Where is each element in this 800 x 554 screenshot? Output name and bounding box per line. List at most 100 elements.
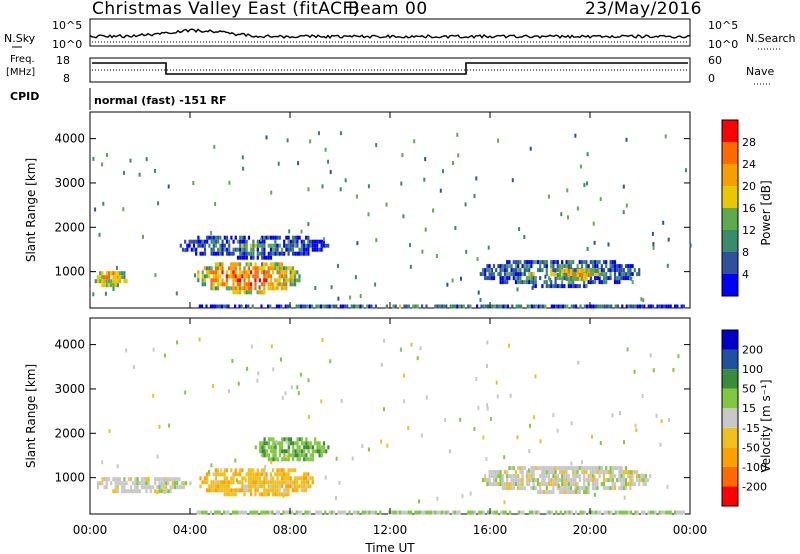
echo-cell: [245, 472, 248, 477]
echo-cell: [465, 249, 468, 254]
echo-cell: [629, 470, 632, 475]
echo-cell: [247, 480, 250, 485]
echo-cell: [199, 484, 202, 489]
echo-cell: [656, 304, 659, 309]
echo-cell: [210, 231, 213, 235]
echo-cell: [563, 490, 566, 495]
echo-cell: [225, 274, 228, 279]
echo-cell: [274, 278, 277, 283]
echo-cell: [201, 304, 204, 309]
echo-cell: [689, 243, 692, 248]
echo-cell: [456, 304, 459, 309]
echo-cell: [96, 481, 100, 486]
echo-cell: [252, 480, 255, 485]
echo-cell: [230, 262, 233, 267]
echo-cell: [247, 282, 250, 287]
echo-cell: [583, 273, 586, 277]
echo-cell: [241, 480, 244, 485]
echo-cell: [230, 235, 233, 240]
colorbar-segment: [722, 142, 738, 164]
echo-cell: [210, 266, 213, 271]
echo-cell: [107, 477, 111, 482]
echo-cell: [285, 476, 288, 481]
echo-cell: [232, 270, 235, 275]
colorbar-tick-label: -200: [742, 480, 767, 493]
echo-cell: [618, 478, 621, 483]
echo-cell: [541, 268, 544, 273]
echo-cell: [261, 472, 264, 477]
echo-cell: [291, 488, 294, 493]
echo-cell: [212, 247, 215, 252]
echo-cell: [421, 304, 424, 309]
echo-cell: [572, 478, 575, 483]
echo-cell: [638, 272, 641, 277]
echo-cell: [217, 468, 220, 473]
echo-cell: [321, 338, 324, 343]
echo-cell: [307, 235, 310, 240]
echo-cell: [574, 486, 577, 491]
echo-cell: [570, 510, 573, 515]
echo-cell: [652, 245, 655, 250]
echo-cell: [569, 284, 573, 289]
echo-cell: [305, 247, 308, 252]
echo-cell: [307, 378, 310, 383]
echo-cell: [102, 201, 105, 206]
echo-cell: [529, 146, 532, 151]
echo-cell: [284, 304, 287, 309]
echo-cell: [627, 264, 630, 269]
echo-cell: [630, 276, 633, 281]
echo-cell: [589, 269, 593, 273]
echo-cell: [620, 470, 623, 475]
echo-cell: [484, 276, 487, 281]
echo-cell: [261, 480, 264, 485]
echo-cell: [482, 435, 485, 440]
colorbar-segment: [722, 349, 738, 370]
echo-cell: [252, 484, 255, 489]
echo-cell: [158, 489, 161, 494]
echo-cell: [578, 273, 582, 277]
echo-cell: [118, 275, 122, 280]
echo-cell: [232, 262, 235, 267]
echo-cell: [296, 457, 299, 462]
echo-cell: [574, 474, 577, 479]
echo-cell: [594, 510, 597, 515]
echo-cell: [291, 282, 294, 287]
echo-cell: [458, 510, 461, 515]
echo-cell: [495, 478, 498, 483]
echo-cell: [572, 260, 575, 265]
echo-cell: [234, 247, 237, 252]
echo-cell: [521, 486, 524, 491]
echo-cell: [567, 260, 570, 265]
echo-cell: [300, 441, 304, 446]
echo-cell: [563, 466, 566, 471]
echo-cell: [532, 478, 535, 483]
echo-cell: [600, 280, 603, 285]
echo-cell: [570, 461, 573, 466]
echo-cell: [421, 249, 424, 254]
echo-cell: [556, 276, 559, 281]
echo-cell: [276, 492, 279, 497]
echo-cell: [589, 470, 592, 475]
echo-cell: [258, 243, 262, 248]
echo-cell: [535, 510, 538, 515]
echo-cell: [305, 441, 308, 446]
echo-cell: [469, 304, 472, 309]
echo-cell: [572, 280, 575, 285]
echo-cell: [291, 510, 294, 515]
echo-cell: [143, 477, 146, 482]
echo-cell: [298, 484, 301, 489]
echo-cell: [162, 481, 166, 486]
echo-cell: [536, 268, 540, 273]
echo-cell: [203, 239, 207, 244]
echo-cell: [440, 304, 443, 309]
echo-cell: [649, 510, 652, 515]
echo-cell: [475, 176, 478, 181]
echo-cell: [136, 485, 139, 490]
echo-cell: [516, 287, 519, 292]
echo-cell: [563, 482, 566, 487]
echo-cell: [250, 251, 253, 256]
echo-cell: [296, 488, 299, 493]
echo-cell: [459, 417, 462, 422]
echo-cell: [205, 304, 208, 309]
echo-cell: [216, 304, 219, 309]
